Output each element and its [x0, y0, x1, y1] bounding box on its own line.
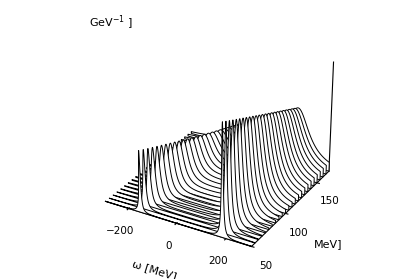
- Y-axis label: MeV]: MeV]: [314, 240, 342, 249]
- Text: GeV$^{-1}$ ]: GeV$^{-1}$ ]: [89, 13, 132, 32]
- X-axis label: ω [MeV]: ω [MeV]: [131, 259, 178, 279]
